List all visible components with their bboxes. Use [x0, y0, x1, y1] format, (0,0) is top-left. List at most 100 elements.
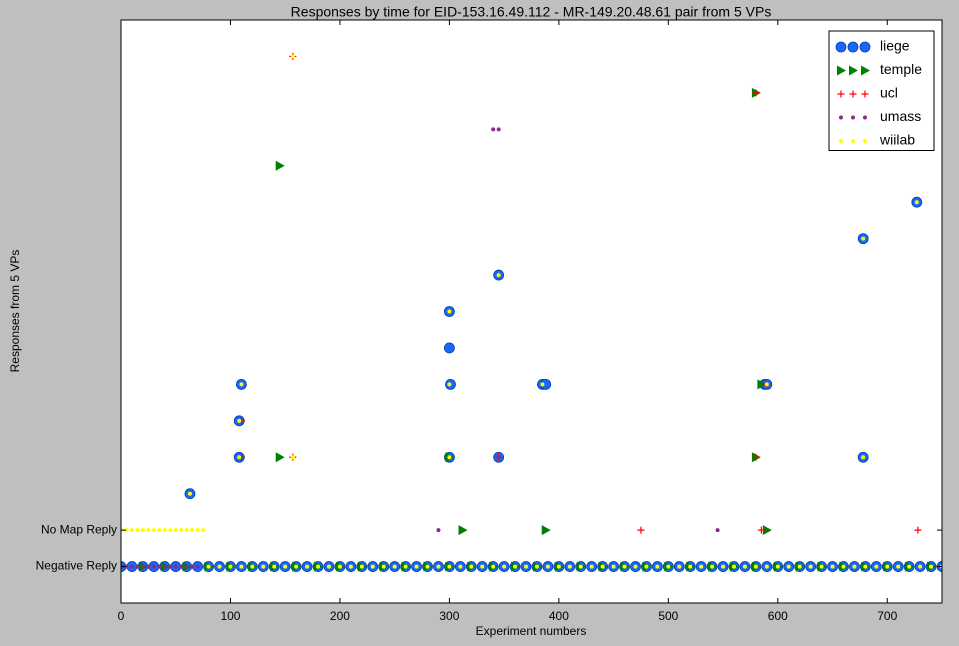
legend-marker — [835, 41, 847, 53]
legend-label: liege — [880, 38, 910, 54]
legend-label: wiilab — [879, 132, 915, 148]
point — [162, 528, 167, 533]
legend-marker — [849, 90, 857, 98]
point — [753, 564, 758, 569]
legend-label: temple — [880, 61, 922, 77]
point — [275, 452, 285, 463]
plot-frame — [120, 19, 943, 604]
point — [896, 564, 901, 569]
point — [863, 564, 868, 569]
point — [524, 564, 529, 569]
point — [129, 528, 134, 533]
point — [480, 564, 485, 569]
point — [135, 564, 140, 569]
legend-marker — [863, 115, 867, 120]
point — [534, 564, 539, 569]
legend-marker — [839, 139, 843, 143]
point — [447, 455, 452, 460]
point — [337, 564, 342, 569]
point — [146, 528, 151, 533]
point — [907, 564, 912, 569]
point — [157, 564, 162, 569]
y-tick-label: No Map Reply — [41, 522, 117, 536]
point — [206, 564, 211, 569]
point — [294, 564, 299, 569]
point — [436, 564, 441, 569]
point — [217, 564, 222, 569]
point — [819, 564, 824, 569]
x-tick-label: 300 — [439, 609, 459, 623]
point — [272, 564, 277, 569]
x-tick-label: 400 — [549, 609, 569, 623]
point — [151, 528, 156, 533]
legend-marker — [863, 139, 867, 143]
legend-label: umass — [880, 108, 921, 124]
point — [637, 526, 645, 534]
point — [732, 564, 737, 569]
legend-marker — [837, 90, 845, 98]
point — [370, 564, 375, 569]
point — [710, 564, 715, 569]
point — [496, 455, 501, 460]
point — [151, 564, 156, 569]
point — [929, 564, 934, 569]
point — [447, 564, 452, 569]
point — [567, 564, 572, 569]
point — [578, 564, 583, 569]
point — [228, 564, 233, 569]
point — [918, 564, 923, 569]
point — [275, 160, 285, 171]
point — [447, 382, 452, 387]
point — [757, 526, 765, 534]
point — [348, 564, 353, 569]
point — [491, 127, 496, 132]
point — [611, 564, 616, 569]
chart-title: Responses by time for EID-153.16.49.112 … — [291, 4, 772, 20]
legend-label: ucl — [880, 85, 898, 101]
point — [622, 564, 627, 569]
point — [305, 564, 310, 569]
y-axis-label: Responses from 5 VPs — [8, 250, 22, 373]
legend-marker — [859, 41, 871, 53]
x-axis-label: Experiment numbers — [476, 624, 587, 638]
legend-marker — [861, 65, 870, 76]
x-tick-label: 100 — [220, 609, 240, 623]
point — [513, 564, 518, 569]
point — [173, 528, 178, 533]
x-tick-label: 600 — [768, 609, 788, 623]
point — [861, 236, 866, 241]
point — [436, 528, 441, 533]
point — [261, 564, 266, 569]
point — [184, 528, 189, 533]
point — [764, 564, 769, 569]
point — [250, 564, 255, 569]
point — [764, 382, 769, 387]
legend-marker — [861, 90, 869, 98]
point — [283, 564, 288, 569]
legend-box — [828, 30, 935, 151]
point — [644, 564, 649, 569]
point — [239, 564, 244, 569]
point — [392, 564, 397, 569]
point — [874, 564, 879, 569]
point — [458, 525, 468, 536]
point — [757, 379, 767, 390]
point — [914, 526, 922, 534]
point — [168, 564, 173, 569]
point — [469, 564, 474, 569]
point — [135, 528, 140, 533]
point — [688, 564, 693, 569]
marks — [121, 52, 942, 572]
point — [124, 564, 129, 569]
point — [184, 564, 189, 569]
point — [541, 525, 551, 536]
point — [162, 564, 167, 569]
point — [316, 564, 321, 569]
point — [830, 564, 835, 569]
point — [124, 528, 129, 533]
point — [786, 564, 791, 569]
point — [168, 528, 173, 533]
point — [129, 564, 134, 569]
point — [326, 564, 331, 569]
